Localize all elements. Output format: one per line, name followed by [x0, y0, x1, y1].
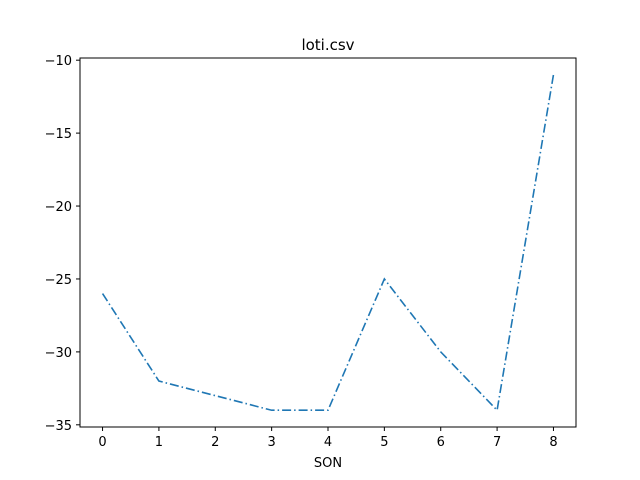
x-tick-label: 0: [98, 435, 106, 450]
x-tick-label: 5: [380, 435, 388, 450]
x-axis-title: SON: [314, 456, 342, 471]
y-tick-label: −20: [45, 200, 72, 215]
y-tick-label: −10: [45, 54, 72, 69]
x-tick-label: 8: [549, 435, 557, 450]
y-tick-label: −35: [45, 419, 72, 434]
y-tick-label: −25: [45, 273, 72, 288]
y-axis-ticks: −35 −30 −25 −20 −15 −10: [45, 54, 80, 434]
x-tick-label: 7: [493, 435, 501, 450]
plot-area: [101, 74, 555, 412]
x-axis-ticks: 0 1 2 3 4 5 6 7 8: [98, 427, 558, 450]
x-tick-label: 3: [267, 435, 275, 450]
x-tick-label: 4: [324, 435, 332, 450]
y-tick-label: −15: [45, 127, 72, 142]
axes-frame: [79, 57, 577, 428]
y-tick-label: −30: [45, 346, 72, 361]
x-tick-label: 2: [211, 435, 219, 450]
x-tick-label: 6: [437, 435, 445, 450]
chart-title: loti.csv: [301, 36, 354, 54]
x-tick-label: 1: [155, 435, 163, 450]
